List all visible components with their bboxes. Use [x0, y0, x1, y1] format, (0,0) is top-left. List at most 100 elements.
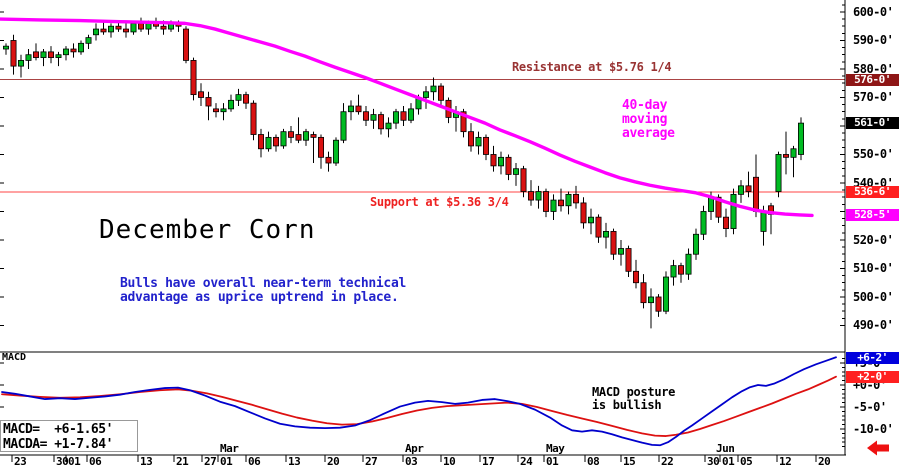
- candle-down: [48, 51, 55, 58]
- candle-up: [475, 136, 482, 147]
- candle-up: [422, 91, 429, 98]
- candle-up: [93, 28, 100, 36]
- price-axis-label: 590-0': [853, 33, 894, 48]
- candle-down: [100, 28, 107, 33]
- candle-up: [775, 154, 782, 192]
- candle-up: [85, 37, 92, 44]
- macd-axis-label: -10-0': [853, 422, 894, 436]
- date-tick-label: 06: [89, 455, 102, 467]
- candle-up: [340, 111, 347, 141]
- candle-down: [437, 85, 444, 101]
- candle-up: [670, 265, 677, 278]
- candle-down: [490, 154, 497, 167]
- candle-down: [625, 248, 632, 272]
- candle-down: [753, 176, 760, 212]
- candle-down: [723, 216, 730, 229]
- candle-down: [678, 265, 685, 275]
- price-badge: 561-0': [846, 117, 899, 130]
- candle-up: [280, 131, 287, 147]
- date-tick-label: 17: [482, 455, 495, 467]
- candle-down: [160, 25, 167, 30]
- date-tick-label: 01: [722, 455, 735, 467]
- candle-up: [603, 231, 610, 238]
- price-axis-label: 580-0': [853, 61, 894, 76]
- commentary-text: Bulls have overall near-term technical a…: [120, 276, 407, 306]
- candle-up: [332, 139, 339, 164]
- candle-down: [123, 28, 130, 33]
- candle-up: [760, 211, 767, 232]
- macd-posture-label: MACD posture is bullish: [592, 385, 676, 412]
- macda-value: MACDA= +1-7.84': [3, 437, 113, 452]
- candle-down: [317, 136, 324, 158]
- month-label: May: [546, 442, 565, 455]
- candle-down: [595, 216, 602, 238]
- date-tick-label: 05: [740, 455, 753, 467]
- candle-up: [798, 122, 805, 155]
- candle-down: [355, 105, 362, 113]
- date-tick-label: 24: [520, 455, 533, 467]
- date-tick-label: 13: [288, 455, 301, 467]
- candle-up: [392, 111, 399, 124]
- candle-down: [377, 114, 384, 130]
- month-label: Apr: [405, 442, 424, 455]
- date-tick-label: 01: [220, 455, 233, 467]
- candle-up: [302, 131, 309, 141]
- candle-down: [205, 97, 212, 107]
- price-axis-label: 540-0': [853, 175, 894, 190]
- date-tick-label: 30: [707, 455, 720, 467]
- candle-up: [108, 25, 115, 33]
- candle-down: [580, 202, 587, 224]
- moving-average-label: 40-day moving average: [622, 98, 675, 142]
- candle-up: [685, 253, 692, 275]
- date-tick-label: 23: [14, 455, 27, 467]
- date-tick-label: 12: [779, 455, 792, 467]
- date-tick-label: 20: [818, 455, 831, 467]
- candle-down: [460, 111, 467, 133]
- price-axis-label: 510-0': [853, 261, 894, 276]
- month-label: Mar: [220, 442, 239, 455]
- candle-down: [242, 94, 249, 104]
- candle-up: [700, 211, 707, 235]
- candle-up: [565, 193, 572, 207]
- candle-up: [550, 199, 557, 212]
- candle-down: [325, 156, 332, 164]
- macd-badge: +2-0': [846, 371, 899, 384]
- candle-up: [17, 60, 24, 67]
- candle-down: [70, 48, 77, 53]
- price-badge: 536-6': [846, 186, 899, 199]
- candle-down: [783, 154, 790, 158]
- candle-up: [235, 94, 242, 101]
- candle-up: [790, 148, 797, 158]
- candle-down: [400, 111, 407, 121]
- candle-down: [33, 51, 40, 58]
- candle-down: [520, 168, 527, 192]
- candle-down: [528, 191, 535, 201]
- date-tick-label: 15: [623, 455, 636, 467]
- price-axis-label: 570-0': [853, 90, 894, 105]
- candle-down: [362, 111, 369, 121]
- candle-down: [310, 134, 317, 138]
- scroll-left-arrow-icon[interactable]: [867, 440, 889, 456]
- candle-up: [407, 108, 414, 121]
- price-badge: 528-5': [846, 209, 899, 222]
- candle-up: [25, 54, 32, 61]
- candle-up: [370, 114, 377, 121]
- date-tick-label: 27: [365, 455, 378, 467]
- candle-up: [618, 248, 625, 255]
- page-title: December Corn: [99, 215, 316, 245]
- candle-up: [78, 42, 85, 53]
- candle-up: [130, 22, 137, 33]
- price-axis-label: 550-0': [853, 147, 894, 162]
- date-tick-label: 30: [56, 455, 69, 467]
- date-tick-label: 20: [327, 455, 340, 467]
- candle-down: [543, 191, 550, 212]
- date-tick-label: 27: [204, 455, 217, 467]
- candle-down: [505, 156, 512, 175]
- candle-up: [693, 233, 700, 255]
- macd-panel-title: MACD: [2, 352, 27, 363]
- candle-up: [730, 193, 737, 229]
- candle-up: [535, 191, 542, 201]
- macd-legend-box: MACD= +6-1.65' MACDA= +1-7.84': [0, 420, 138, 452]
- candle-down: [467, 131, 474, 147]
- candle-up: [385, 122, 392, 130]
